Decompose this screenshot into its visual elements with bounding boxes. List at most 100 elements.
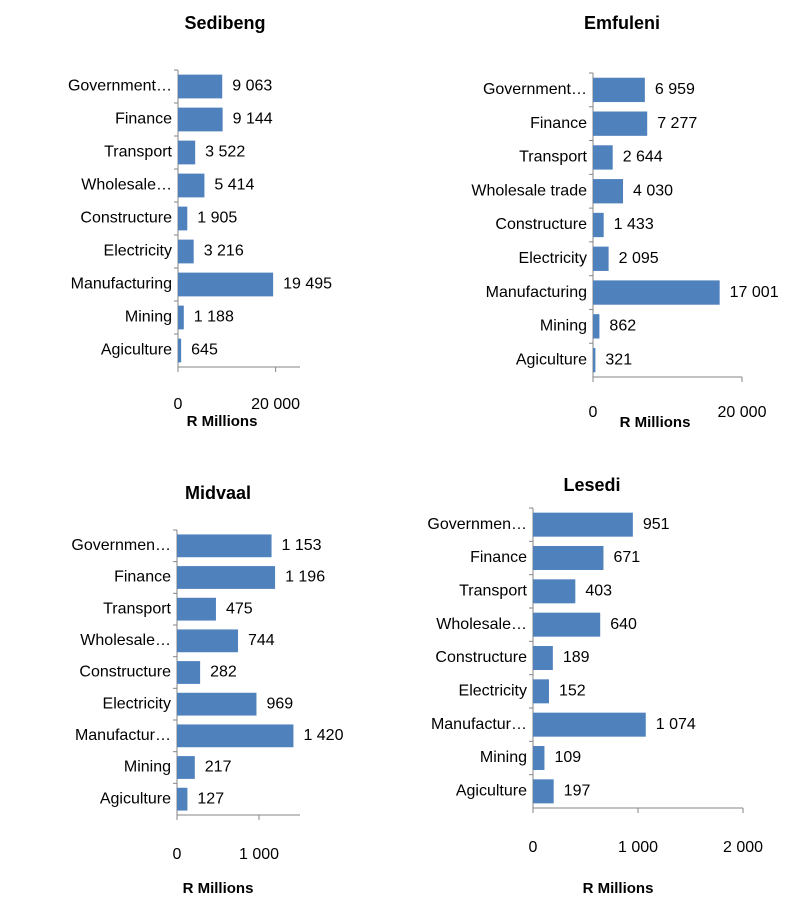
category-label: Transport	[103, 600, 171, 617]
bar	[533, 746, 545, 770]
category-label: Wholesale…	[80, 632, 171, 649]
x-tick-label: 0	[174, 396, 183, 413]
data-label: 640	[610, 616, 637, 633]
bar	[533, 579, 576, 604]
bar	[533, 646, 553, 670]
category-label: Government…	[483, 81, 587, 98]
bar	[178, 206, 188, 231]
x-tick-label: 2 000	[723, 839, 763, 856]
bar	[178, 140, 196, 165]
category-label: Wholesale trade	[471, 182, 587, 199]
chart-title: Lesedi	[563, 475, 620, 495]
category-label: Agiculture	[456, 783, 527, 800]
data-label: 1 905	[197, 210, 237, 227]
bar	[177, 787, 188, 811]
category-label: Electricity	[459, 683, 527, 700]
category-label: Finance	[470, 549, 527, 566]
bar	[593, 347, 596, 373]
x-tick-label: 0	[589, 404, 598, 421]
x-axis-title: R Millions	[183, 880, 254, 897]
category-label: Government…	[68, 78, 172, 95]
bar	[593, 314, 600, 339]
data-label: 969	[266, 695, 293, 712]
category-label: Mining	[124, 759, 171, 776]
category-label: Constructure	[79, 664, 171, 681]
bar	[177, 629, 239, 653]
category-label: Manufacturing	[486, 284, 587, 301]
data-label: 282	[210, 664, 237, 681]
chart-title: Sedibeng	[184, 13, 265, 33]
bar	[593, 246, 609, 271]
data-label: 862	[609, 318, 636, 335]
data-label: 1 153	[282, 537, 322, 554]
bar	[178, 272, 274, 297]
data-label: 671	[613, 549, 640, 566]
x-tick-label: 1 000	[618, 839, 658, 856]
data-label: 403	[585, 583, 612, 600]
category-label: Governmen…	[427, 516, 527, 533]
data-label: 7 277	[657, 115, 697, 132]
category-label: Mining	[540, 318, 587, 335]
category-label: Manufactur…	[75, 727, 171, 744]
bar	[178, 107, 223, 132]
chart-title: Midvaal	[185, 483, 251, 503]
data-label: 19 495	[283, 276, 332, 293]
bar	[533, 679, 549, 704]
category-label: Agiculture	[101, 342, 172, 359]
bar	[177, 566, 276, 589]
bar	[178, 305, 184, 330]
data-label: 321	[605, 351, 632, 368]
bar	[178, 338, 182, 363]
x-tick-label: 1 000	[239, 846, 279, 863]
data-label: 1 196	[285, 569, 325, 586]
data-label: 17 001	[730, 284, 779, 301]
data-label: 475	[226, 600, 253, 617]
data-label: 1 074	[656, 716, 696, 733]
category-label: Agiculture	[100, 790, 171, 807]
data-label: 1 433	[614, 216, 654, 233]
bar	[533, 712, 646, 737]
data-label: 2 095	[619, 250, 659, 267]
category-label: Transport	[519, 149, 587, 166]
bar	[177, 534, 272, 558]
category-label: Finance	[115, 111, 172, 128]
data-label: 217	[205, 759, 232, 776]
bar	[593, 179, 624, 204]
category-label: Electricity	[104, 243, 172, 260]
bar	[178, 239, 194, 264]
bar	[177, 756, 195, 779]
bar	[177, 692, 257, 716]
data-label: 9 063	[232, 78, 272, 95]
x-tick-label: 20 000	[718, 404, 767, 421]
bar	[178, 173, 205, 198]
category-label: Governmen…	[71, 537, 171, 554]
x-tick-label: 0	[529, 839, 538, 856]
x-tick-label: 20 000	[251, 396, 300, 413]
category-label: Manufacturing	[71, 276, 172, 293]
x-axis-title: R Millions	[583, 880, 654, 897]
data-label: 109	[554, 749, 581, 766]
bar	[593, 111, 648, 136]
chart-title: Emfuleni	[584, 13, 660, 33]
data-label: 152	[559, 683, 586, 700]
x-axis-title: R Millions	[620, 414, 691, 431]
bar	[593, 280, 720, 305]
data-label: 3 522	[205, 144, 245, 161]
category-label: Electricity	[103, 695, 171, 712]
category-label: Constructure	[80, 210, 172, 227]
data-label: 2 644	[623, 149, 663, 166]
bar	[593, 145, 613, 170]
category-label: Finance	[114, 569, 171, 586]
x-tick-label: 0	[173, 846, 182, 863]
data-label: 197	[564, 783, 591, 800]
category-label: Manufactur…	[431, 716, 527, 733]
category-label: Agiculture	[516, 351, 587, 368]
data-label: 645	[191, 342, 218, 359]
category-label: Electricity	[519, 250, 587, 267]
data-label: 189	[563, 649, 590, 666]
bar	[533, 546, 604, 570]
category-label: Mining	[480, 749, 527, 766]
data-label: 1 188	[194, 309, 234, 326]
category-label: Mining	[125, 309, 172, 326]
